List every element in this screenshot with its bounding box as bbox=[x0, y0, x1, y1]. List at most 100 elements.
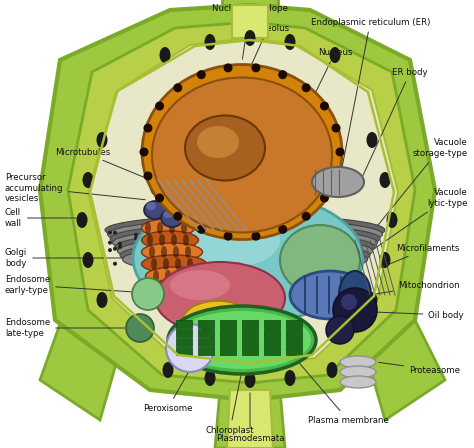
Bar bbox=[220, 320, 236, 328]
Bar bbox=[220, 347, 236, 355]
Ellipse shape bbox=[142, 219, 194, 237]
Ellipse shape bbox=[243, 263, 247, 267]
Ellipse shape bbox=[321, 229, 325, 233]
Text: Cell
wall: Cell wall bbox=[5, 208, 87, 228]
Ellipse shape bbox=[274, 255, 278, 258]
Ellipse shape bbox=[320, 102, 329, 111]
Ellipse shape bbox=[339, 271, 371, 319]
Ellipse shape bbox=[316, 241, 320, 246]
Bar bbox=[264, 329, 280, 337]
Text: Plasmodesmata: Plasmodesmata bbox=[216, 393, 284, 443]
Ellipse shape bbox=[245, 372, 255, 388]
Ellipse shape bbox=[108, 219, 383, 249]
Ellipse shape bbox=[352, 233, 356, 237]
Ellipse shape bbox=[186, 232, 190, 236]
Bar bbox=[242, 338, 258, 346]
Ellipse shape bbox=[386, 212, 398, 228]
Ellipse shape bbox=[171, 234, 177, 246]
Ellipse shape bbox=[165, 230, 169, 234]
Polygon shape bbox=[232, 5, 268, 38]
Ellipse shape bbox=[170, 234, 174, 238]
Text: Microtubules: Microtubules bbox=[55, 147, 167, 187]
Ellipse shape bbox=[108, 255, 112, 259]
Ellipse shape bbox=[321, 247, 325, 251]
Ellipse shape bbox=[295, 261, 299, 265]
Circle shape bbox=[326, 316, 354, 344]
Ellipse shape bbox=[160, 235, 164, 239]
Ellipse shape bbox=[139, 147, 148, 156]
Polygon shape bbox=[40, 5, 435, 400]
Ellipse shape bbox=[105, 215, 385, 245]
Ellipse shape bbox=[186, 242, 190, 246]
Ellipse shape bbox=[340, 356, 376, 368]
Ellipse shape bbox=[151, 179, 173, 197]
Circle shape bbox=[341, 294, 357, 310]
Ellipse shape bbox=[112, 228, 377, 258]
Ellipse shape bbox=[300, 232, 304, 236]
Ellipse shape bbox=[76, 212, 88, 228]
Ellipse shape bbox=[144, 238, 148, 242]
Ellipse shape bbox=[380, 172, 391, 188]
Ellipse shape bbox=[238, 234, 242, 238]
Ellipse shape bbox=[222, 233, 226, 237]
Ellipse shape bbox=[144, 249, 148, 253]
Ellipse shape bbox=[189, 270, 195, 282]
Ellipse shape bbox=[380, 252, 391, 268]
Ellipse shape bbox=[269, 236, 273, 240]
Ellipse shape bbox=[142, 65, 342, 240]
Ellipse shape bbox=[142, 243, 202, 261]
Bar bbox=[264, 320, 280, 328]
Ellipse shape bbox=[217, 250, 221, 254]
Ellipse shape bbox=[97, 132, 108, 148]
Text: Nucleolus: Nucleolus bbox=[223, 23, 289, 128]
Text: Oil body: Oil body bbox=[377, 310, 464, 319]
Ellipse shape bbox=[152, 78, 332, 233]
Ellipse shape bbox=[144, 201, 166, 219]
Text: Chloroplast: Chloroplast bbox=[206, 373, 255, 435]
Ellipse shape bbox=[191, 282, 197, 294]
Ellipse shape bbox=[180, 212, 280, 267]
Circle shape bbox=[166, 324, 214, 372]
Ellipse shape bbox=[97, 292, 108, 308]
Text: Peroxisome: Peroxisome bbox=[143, 368, 193, 413]
Ellipse shape bbox=[352, 244, 356, 248]
Bar bbox=[220, 329, 236, 337]
Polygon shape bbox=[227, 390, 273, 448]
Polygon shape bbox=[68, 22, 415, 383]
Ellipse shape bbox=[139, 232, 143, 236]
Ellipse shape bbox=[179, 282, 185, 294]
Ellipse shape bbox=[347, 242, 351, 246]
Ellipse shape bbox=[173, 246, 179, 258]
Ellipse shape bbox=[155, 194, 164, 202]
Ellipse shape bbox=[113, 227, 117, 231]
Ellipse shape bbox=[118, 235, 122, 238]
Bar bbox=[220, 338, 236, 346]
Ellipse shape bbox=[157, 222, 163, 234]
Bar bbox=[176, 347, 192, 355]
Polygon shape bbox=[88, 38, 398, 366]
Ellipse shape bbox=[165, 247, 169, 251]
Bar bbox=[176, 329, 192, 337]
Ellipse shape bbox=[160, 223, 164, 227]
Ellipse shape bbox=[134, 231, 138, 235]
Ellipse shape bbox=[340, 366, 376, 378]
Ellipse shape bbox=[284, 370, 295, 386]
Ellipse shape bbox=[301, 212, 310, 221]
Ellipse shape bbox=[290, 230, 294, 234]
Bar bbox=[264, 347, 280, 355]
Ellipse shape bbox=[144, 124, 153, 133]
Ellipse shape bbox=[217, 236, 221, 240]
Ellipse shape bbox=[122, 245, 367, 274]
Ellipse shape bbox=[155, 282, 161, 294]
Ellipse shape bbox=[159, 47, 171, 63]
Ellipse shape bbox=[149, 246, 155, 258]
Text: Mitochondrion: Mitochondrion bbox=[373, 280, 460, 294]
Ellipse shape bbox=[251, 232, 260, 241]
Ellipse shape bbox=[187, 258, 193, 270]
Bar bbox=[198, 347, 214, 355]
Ellipse shape bbox=[185, 246, 191, 258]
Ellipse shape bbox=[295, 246, 299, 250]
Ellipse shape bbox=[146, 202, 156, 210]
Circle shape bbox=[333, 288, 377, 332]
Ellipse shape bbox=[134, 251, 138, 255]
